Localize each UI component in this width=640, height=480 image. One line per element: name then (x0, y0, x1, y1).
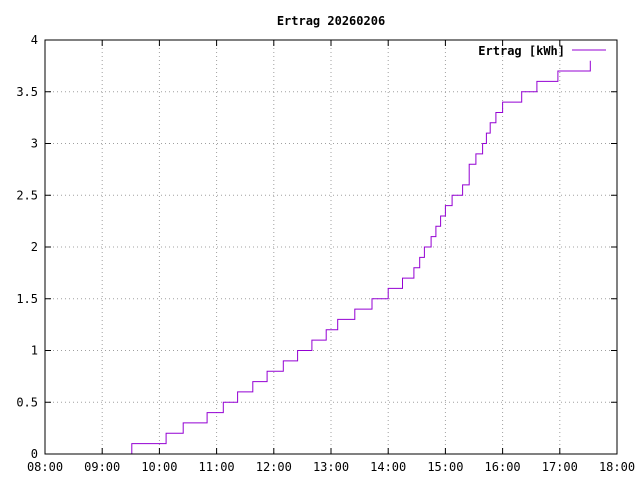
x-tick-label: 08:00 (27, 460, 63, 474)
plot-frame (44, 39, 618, 455)
y-tick-label: 2.5 (16, 188, 38, 202)
legend: Ertrag [kWh] (478, 44, 606, 58)
y-tick-label: 3 (31, 137, 38, 151)
ticks: 08:00 09:00 10:00 11:00 12:00 13:00 14:00 15:00… (16, 33, 635, 474)
x-tick-label: 11:00 (199, 460, 235, 474)
x-tick-label: 09:00 (84, 460, 120, 474)
x-tick-label: 13:00 (313, 460, 349, 474)
x-tick-label: 14:00 (370, 460, 406, 474)
x-tick-label: 16:00 (485, 460, 521, 474)
x-tick-label: 15:00 (427, 460, 463, 474)
y-tick-label: 2 (31, 240, 38, 254)
series-line (130, 60, 591, 455)
x-tick-label: 17:00 (542, 460, 578, 474)
x-tick-label: 10:00 (141, 460, 177, 474)
y-tick-label: 1.5 (16, 292, 38, 306)
y-tick-label: 1 (31, 344, 38, 358)
chart-title: Ertrag 20260206 (277, 14, 385, 28)
y-tick-label: 0 (31, 447, 38, 461)
x-tick-label: 18:00 (599, 460, 635, 474)
y-tick-label: 0.5 (16, 395, 38, 409)
legend-label: Ertrag [kWh] (478, 44, 565, 58)
y-tick-label: 4 (31, 33, 38, 47)
x-tick-label: 12:00 (256, 460, 292, 474)
grid (45, 40, 617, 454)
y-tick-label: 3.5 (16, 85, 38, 99)
series-layer (130, 60, 591, 455)
